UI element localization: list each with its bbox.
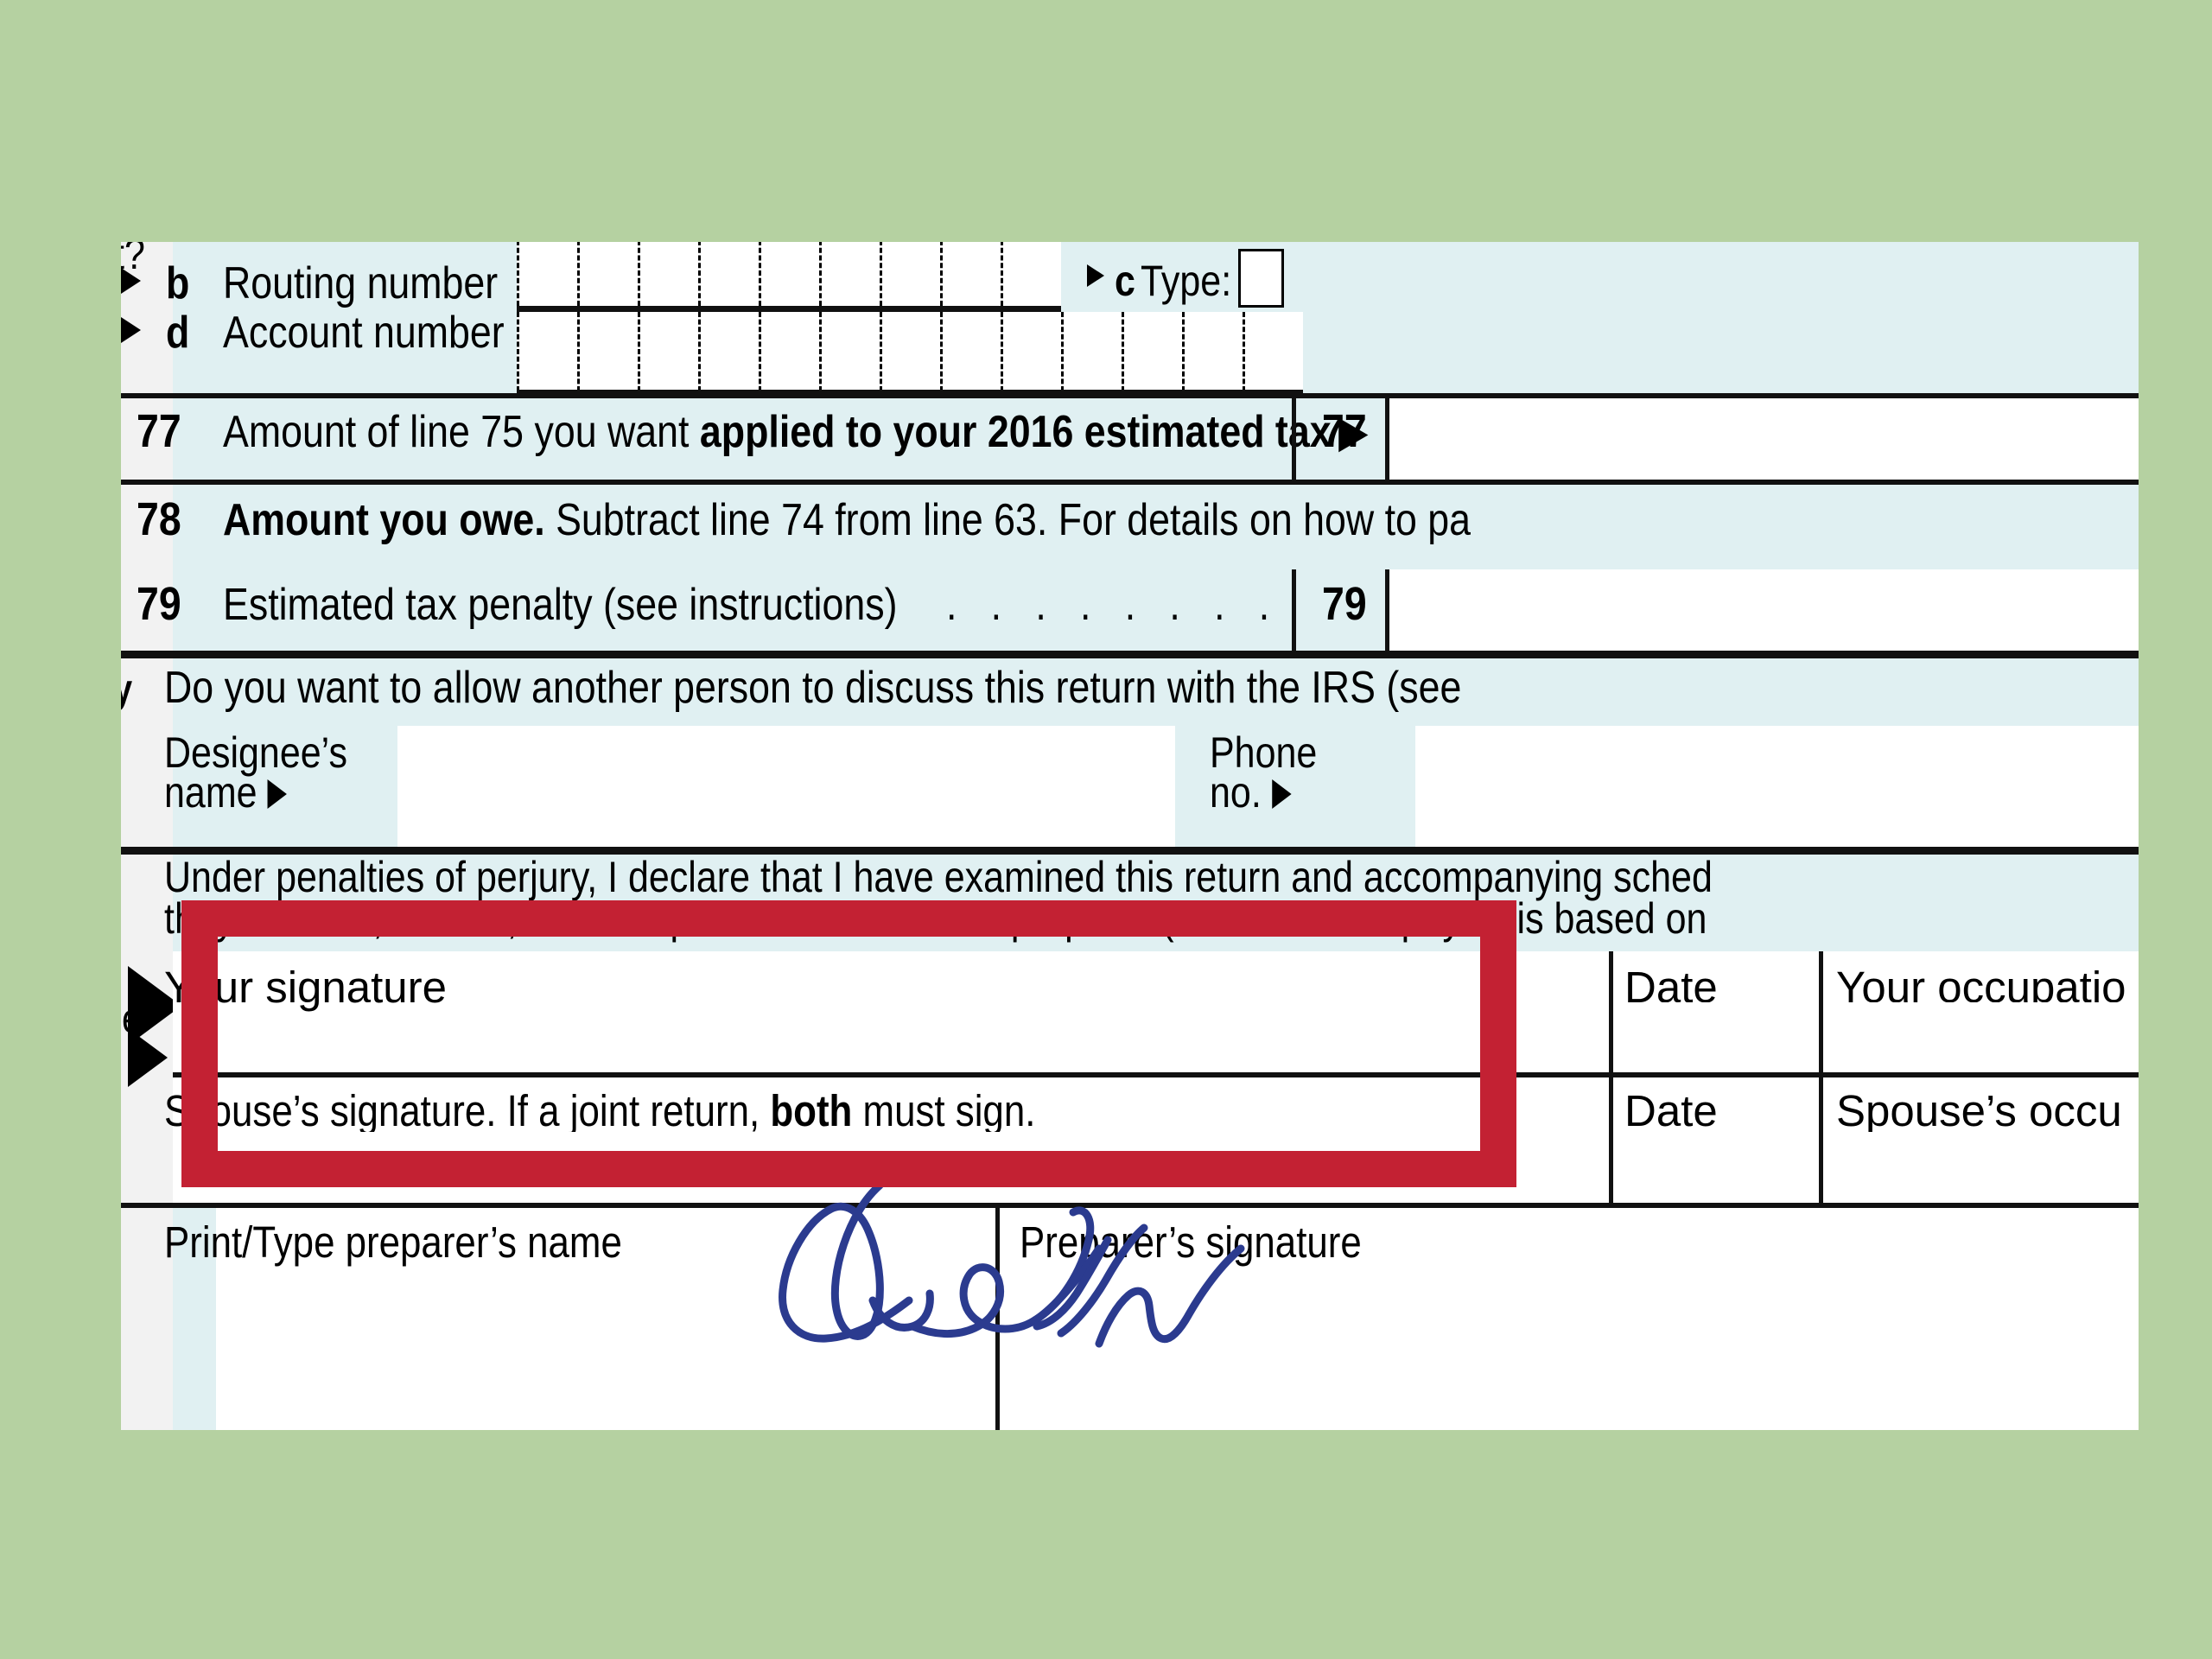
line-78-text-plain: Subtract line 74 from line 63. For detai… bbox=[544, 495, 1471, 545]
spouse-signature-label-b: must sign. bbox=[852, 1086, 1036, 1135]
line-78-shade bbox=[173, 485, 2139, 569]
type-arrow-icon bbox=[1087, 264, 1104, 287]
spouse-date-input[interactable] bbox=[1624, 1132, 1823, 1203]
type-label: Type: bbox=[1141, 257, 1232, 305]
designee-name-label-text: name bbox=[164, 768, 257, 817]
perjury-line-1: Under penalties of perjury, I declare th… bbox=[164, 853, 1713, 901]
line-79-leader-dots: . . . . . . . . bbox=[946, 580, 1281, 630]
category-see: ee bbox=[121, 996, 142, 1042]
preparer-name-input[interactable] bbox=[216, 1270, 605, 1430]
line-77-amount-input[interactable] bbox=[1389, 398, 2139, 480]
preparer-signature-input[interactable] bbox=[1002, 1270, 2134, 1430]
line-77-text-plain: Amount of line 75 you want bbox=[223, 407, 700, 457]
sign-here-arrow-icon-2 bbox=[128, 1028, 168, 1087]
phone-label-text: no. bbox=[1210, 768, 1262, 817]
preparer-signature-label: Preparer’s signature bbox=[1020, 1217, 1362, 1267]
account-letter: d bbox=[166, 308, 190, 358]
routing-number-input[interactable] bbox=[517, 242, 1061, 306]
line-77-arrow-icon: ▶ bbox=[1338, 407, 1369, 457]
category-third-party: ty bbox=[121, 665, 132, 712]
line-77-text-bold: applied to your 2016 estimated tax bbox=[699, 407, 1332, 457]
line-79-text: Estimated tax penalty (see instructions) bbox=[223, 580, 898, 630]
phone-label-1: Phone bbox=[1210, 728, 1318, 777]
your-signature-label: Your signature bbox=[164, 963, 448, 1012]
routing-letter: b bbox=[166, 258, 190, 308]
spouse-occupation-input[interactable] bbox=[1836, 1132, 2139, 1203]
your-signature-input[interactable] bbox=[493, 951, 1607, 1072]
line-79-amount-input[interactable] bbox=[1389, 569, 2139, 651]
line-77-text: Amount of line 75 you want applied to yo… bbox=[223, 406, 1369, 458]
line-79-box-number: 79 bbox=[1322, 578, 1367, 630]
rule bbox=[121, 393, 2139, 398]
line-78-text-bold: Amount you owe. bbox=[223, 495, 545, 545]
spouse-signature-label: Spouse’s signature. If a joint return, b… bbox=[164, 1085, 1035, 1136]
type-letter: c bbox=[1115, 257, 1135, 305]
line-78-text: Amount you owe. Subtract line 74 from li… bbox=[223, 494, 1471, 546]
designee-name-input[interactable] bbox=[397, 726, 1175, 847]
phone-arrow-icon bbox=[1271, 779, 1292, 809]
spouse-signature-label-bold: both bbox=[770, 1086, 853, 1135]
line-79-number: 79 bbox=[137, 578, 181, 630]
spouse-date-label: Date bbox=[1624, 1086, 1718, 1135]
phone-label-2: no. bbox=[1210, 767, 1292, 817]
perjury-line-2: they are true, correct, and complete. De… bbox=[164, 894, 1707, 943]
designee-name-label-1: Designee’s bbox=[164, 728, 347, 777]
account-number-input[interactable] bbox=[517, 312, 1303, 391]
third-party-question: Do you want to allow another person to d… bbox=[164, 663, 1462, 713]
your-occupation-input[interactable] bbox=[1836, 1002, 2139, 1071]
line-78-number: 78 bbox=[137, 493, 181, 545]
designee-name-label-2: name bbox=[164, 767, 287, 817]
account-type-checkbox[interactable] bbox=[1238, 249, 1284, 308]
spouse-signature-label-a: Spouse’s signature. If a joint return, bbox=[164, 1086, 771, 1135]
designee-arrow-icon bbox=[267, 779, 287, 809]
spouse-occupation-label: Spouse’s occu bbox=[1836, 1086, 2122, 1135]
account-number-label: Account number bbox=[223, 308, 505, 358]
taxpayer-signature-ink bbox=[779, 1181, 1245, 1348]
your-date-input[interactable] bbox=[1624, 1002, 1823, 1071]
preparer-name-label: Print/Type preparer’s name bbox=[164, 1217, 622, 1267]
line-77-box-number: 77 bbox=[1322, 405, 1367, 457]
account-arrow-icon bbox=[121, 315, 141, 345]
tax-form-page: t? b Routing number d Account number c T… bbox=[121, 242, 2139, 1430]
phone-number-input[interactable] bbox=[1415, 726, 2139, 847]
routing-number-label: Routing number bbox=[223, 258, 499, 308]
routing-arrow-icon bbox=[121, 266, 141, 296]
line-77-number: 77 bbox=[137, 405, 181, 457]
